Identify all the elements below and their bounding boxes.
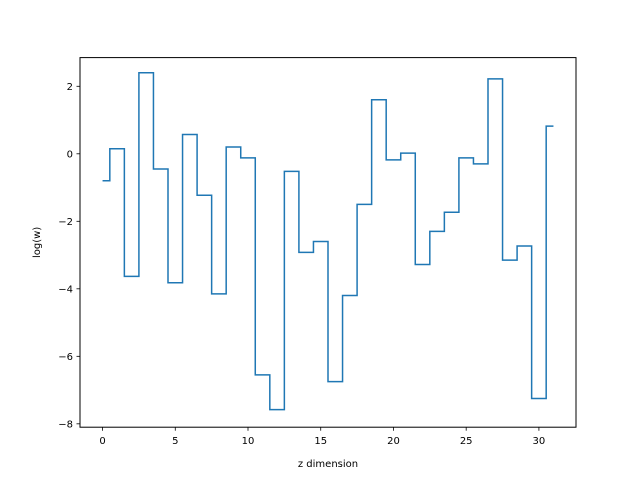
x-tick-label: 30 xyxy=(533,436,546,447)
series-line-0 xyxy=(102,72,554,411)
x-tick-label: 25 xyxy=(460,436,473,447)
x-tick-label: 20 xyxy=(387,436,400,447)
y-tick-label: −2 xyxy=(58,217,73,228)
y-tick-label: 0 xyxy=(67,149,73,160)
y-tick-label: −6 xyxy=(58,352,73,363)
y-axis-label: log(w) xyxy=(32,227,43,258)
x-tick-label: 5 xyxy=(172,436,178,447)
x-tick-label: 15 xyxy=(314,436,327,447)
x-tick-label: 0 xyxy=(99,436,105,447)
axes-frame xyxy=(79,57,577,428)
y-tick-label: −4 xyxy=(58,284,73,295)
x-tick-label: 10 xyxy=(242,436,255,447)
x-axis-label: z dimension xyxy=(298,459,358,470)
y-tick-label: −8 xyxy=(58,419,73,430)
y-tick-label: 2 xyxy=(67,82,73,93)
